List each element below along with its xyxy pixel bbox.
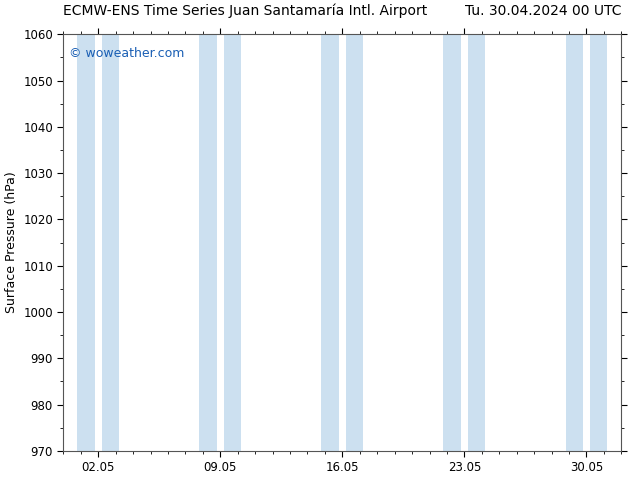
Y-axis label: Surface Pressure (hPa): Surface Pressure (hPa) bbox=[4, 172, 18, 314]
Bar bbox=[468, 34, 485, 451]
Text: ECMW-ENS Time Series Juan Santamaría Intl. Airport: ECMW-ENS Time Series Juan Santamaría Int… bbox=[63, 3, 428, 18]
Bar bbox=[77, 34, 95, 451]
Text: Tu. 30.04.2024 00 UTC: Tu. 30.04.2024 00 UTC bbox=[465, 3, 621, 18]
Bar bbox=[101, 34, 119, 451]
Bar bbox=[346, 34, 363, 451]
Bar bbox=[199, 34, 217, 451]
Text: © woweather.com: © woweather.com bbox=[69, 47, 184, 60]
Bar bbox=[224, 34, 241, 451]
Bar bbox=[566, 34, 583, 451]
Bar bbox=[443, 34, 461, 451]
Bar bbox=[321, 34, 339, 451]
Bar bbox=[590, 34, 607, 451]
